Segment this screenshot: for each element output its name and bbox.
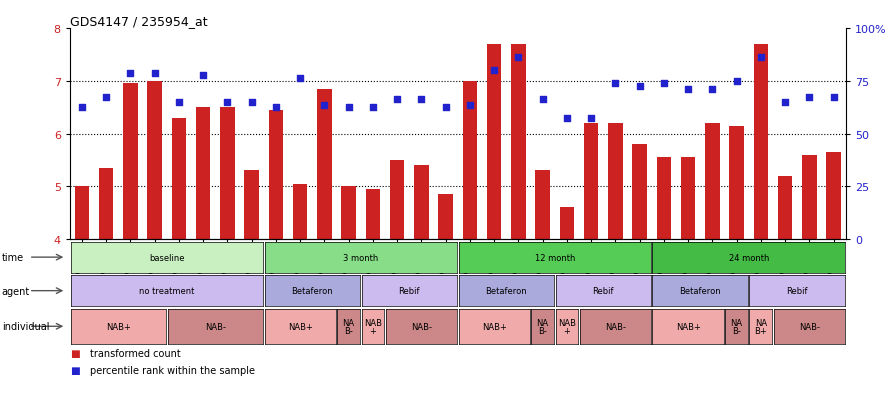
Point bbox=[535, 97, 549, 103]
Bar bbox=[753, 45, 767, 240]
Text: NAB+: NAB+ bbox=[287, 322, 312, 331]
Point bbox=[148, 70, 162, 77]
Point bbox=[608, 81, 622, 88]
Text: NA
B-: NA B- bbox=[342, 318, 354, 335]
Text: no treatment: no treatment bbox=[139, 287, 194, 295]
Point bbox=[680, 86, 695, 93]
Text: NAB-: NAB- bbox=[604, 322, 625, 331]
Text: NAB+: NAB+ bbox=[105, 322, 131, 331]
Point bbox=[196, 73, 210, 80]
Point bbox=[801, 94, 815, 101]
Point bbox=[462, 102, 477, 109]
Text: NAB
+: NAB + bbox=[364, 318, 382, 335]
Point bbox=[342, 104, 356, 111]
Text: percentile rank within the sample: percentile rank within the sample bbox=[89, 366, 254, 375]
Text: NAB
+: NAB + bbox=[557, 318, 575, 335]
Bar bbox=[268, 111, 283, 240]
Text: 12 month: 12 month bbox=[534, 253, 574, 262]
Point bbox=[584, 115, 598, 122]
Text: 3 month: 3 month bbox=[342, 253, 378, 262]
Point bbox=[753, 55, 767, 61]
Text: individual: individual bbox=[2, 321, 49, 332]
Bar bbox=[704, 124, 719, 240]
Bar bbox=[438, 195, 452, 240]
Point bbox=[316, 102, 331, 109]
Bar bbox=[414, 166, 428, 240]
Bar bbox=[292, 184, 308, 240]
Point bbox=[99, 94, 114, 101]
Bar bbox=[74, 187, 89, 240]
Point bbox=[486, 68, 501, 74]
Point bbox=[244, 100, 258, 106]
Text: NA
B-: NA B- bbox=[536, 318, 548, 335]
Bar bbox=[510, 45, 525, 240]
Point bbox=[123, 70, 138, 77]
Bar bbox=[220, 108, 234, 240]
Bar bbox=[341, 187, 356, 240]
Bar bbox=[583, 124, 598, 240]
Bar bbox=[777, 176, 791, 240]
Text: Betaferon: Betaferon bbox=[679, 287, 721, 295]
Text: NAB-: NAB- bbox=[410, 322, 432, 331]
Text: Betaferon: Betaferon bbox=[291, 287, 333, 295]
Bar bbox=[366, 190, 380, 240]
Bar bbox=[607, 124, 622, 240]
Point bbox=[825, 94, 839, 101]
Text: Rebif: Rebif bbox=[786, 287, 807, 295]
Text: Rebif: Rebif bbox=[398, 287, 419, 295]
Point bbox=[559, 115, 573, 122]
Point bbox=[704, 86, 719, 93]
Point bbox=[777, 100, 791, 106]
Text: NAB-: NAB- bbox=[205, 322, 225, 331]
Point bbox=[220, 100, 234, 106]
Bar bbox=[244, 171, 258, 240]
Bar bbox=[656, 158, 670, 240]
Text: 24 month: 24 month bbox=[728, 253, 768, 262]
Bar bbox=[486, 45, 501, 240]
Text: GDS4147 / 235954_at: GDS4147 / 235954_at bbox=[70, 15, 207, 28]
Bar bbox=[172, 119, 186, 240]
Bar bbox=[535, 171, 549, 240]
Bar bbox=[390, 161, 404, 240]
Bar bbox=[99, 169, 114, 240]
Bar bbox=[123, 84, 138, 240]
Point bbox=[172, 100, 186, 106]
Text: Rebif: Rebif bbox=[592, 287, 613, 295]
Point bbox=[268, 104, 283, 111]
Text: Betaferon: Betaferon bbox=[485, 287, 527, 295]
Bar bbox=[729, 126, 743, 240]
Point bbox=[390, 97, 404, 103]
Point bbox=[414, 97, 428, 103]
Point bbox=[438, 104, 452, 111]
Text: ■: ■ bbox=[70, 348, 80, 358]
Bar bbox=[801, 155, 815, 240]
Text: ■: ■ bbox=[70, 366, 80, 375]
Point bbox=[292, 76, 307, 82]
Bar bbox=[632, 145, 646, 240]
Point bbox=[75, 104, 89, 111]
Text: agent: agent bbox=[2, 286, 30, 296]
Bar bbox=[316, 90, 332, 240]
Text: NA
B+: NA B+ bbox=[754, 318, 766, 335]
Text: baseline: baseline bbox=[149, 253, 184, 262]
Bar bbox=[462, 82, 477, 240]
Bar bbox=[825, 153, 840, 240]
Bar bbox=[148, 82, 162, 240]
Point bbox=[366, 104, 380, 111]
Bar bbox=[196, 108, 210, 240]
Text: NAB+: NAB+ bbox=[675, 322, 700, 331]
Text: time: time bbox=[2, 252, 24, 263]
Point bbox=[729, 78, 743, 85]
Point bbox=[632, 83, 646, 90]
Text: NA
B-: NA B- bbox=[730, 318, 742, 335]
Text: NAB-: NAB- bbox=[798, 322, 819, 331]
Point bbox=[656, 81, 670, 88]
Bar bbox=[559, 208, 574, 240]
Text: transformed count: transformed count bbox=[89, 348, 180, 358]
Point bbox=[510, 55, 525, 61]
Text: NAB+: NAB+ bbox=[481, 322, 506, 331]
Bar bbox=[680, 158, 695, 240]
